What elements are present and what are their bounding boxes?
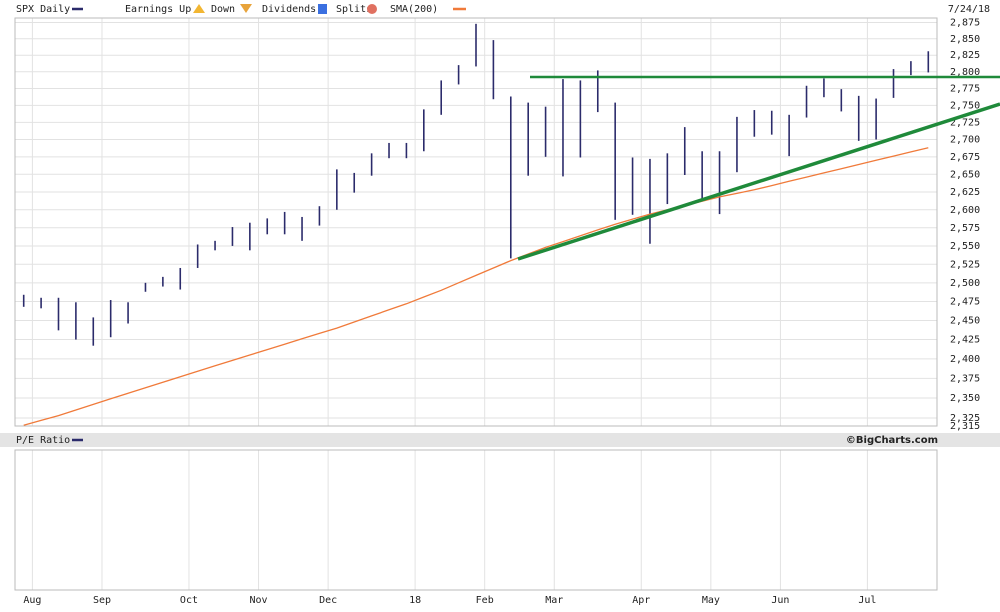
- y-tick-label: 2,700: [950, 134, 980, 145]
- credit: ©BigCharts.com: [846, 435, 938, 446]
- panel-divider: [0, 433, 1000, 447]
- legend-label: Earnings Up: [125, 4, 191, 15]
- earnings-down-icon: [240, 4, 252, 13]
- legend-label: Dividends: [262, 4, 316, 15]
- x-tick-label: Mar: [545, 595, 563, 606]
- support-trendline: [517, 102, 1000, 261]
- legend-label: Down: [211, 4, 235, 15]
- y-tick-label: 2,315: [950, 421, 980, 432]
- y-tick-label: 2,550: [950, 241, 980, 252]
- plot-frame: [14, 17, 938, 427]
- x-tick-label: Jun: [771, 595, 789, 606]
- date-label: 7/24/18: [948, 4, 990, 15]
- y-tick-label: 2,775: [950, 83, 980, 94]
- pe-title: P/E Ratio: [16, 435, 70, 446]
- y-tick-label: 2,425: [950, 335, 980, 346]
- x-tick-label: Nov: [250, 595, 268, 606]
- legend-label: SMA(200): [390, 4, 438, 15]
- pe-frame: [14, 449, 938, 591]
- sma-line: [23, 147, 929, 426]
- dividend-icon: [318, 4, 327, 14]
- y-tick-label: 2,650: [950, 169, 980, 180]
- y-tick-label: 2,625: [950, 187, 980, 198]
- x-tick-label: Feb: [476, 595, 494, 606]
- legend-label: SPX Daily: [16, 4, 70, 15]
- split-icon: [367, 4, 377, 14]
- y-tick-label: 2,525: [950, 259, 980, 270]
- y-tick-label: 2,875: [950, 18, 980, 29]
- x-tick-label: 18: [409, 595, 421, 606]
- x-tick-label: Sep: [93, 595, 111, 606]
- x-tick-label: Oct: [180, 595, 198, 606]
- y-tick-label: 2,725: [950, 117, 980, 128]
- marks: [22, 23, 930, 426]
- y-tick-label: 2,375: [950, 373, 980, 384]
- y-tick-label: 2,500: [950, 278, 980, 289]
- y-tick-label: 2,825: [950, 50, 980, 61]
- x-tick-label: Aug: [23, 595, 41, 606]
- y-tick-label: 2,400: [950, 354, 980, 365]
- x-tick-label: Dec: [319, 595, 337, 606]
- y-tick-label: 2,675: [950, 152, 980, 163]
- y-tick-label: 2,850: [950, 34, 980, 45]
- y-tick-label: 2,350: [950, 393, 980, 404]
- legend-label: Splits: [336, 4, 372, 15]
- x-tick-label: May: [702, 595, 720, 606]
- earnings-up-icon: [193, 4, 205, 13]
- y-tick-label: 2,750: [950, 100, 980, 111]
- y-tick-label: 2,600: [950, 205, 980, 216]
- y-tick-label: 2,800: [950, 67, 980, 78]
- x-tick-label: Apr: [632, 595, 650, 606]
- y-tick-label: 2,475: [950, 297, 980, 308]
- x-tick-label: Jul: [858, 595, 876, 606]
- y-tick-label: 2,325: [950, 413, 980, 424]
- y-tick-label: 2,450: [950, 315, 980, 326]
- y-tick-label: 2,575: [950, 223, 980, 234]
